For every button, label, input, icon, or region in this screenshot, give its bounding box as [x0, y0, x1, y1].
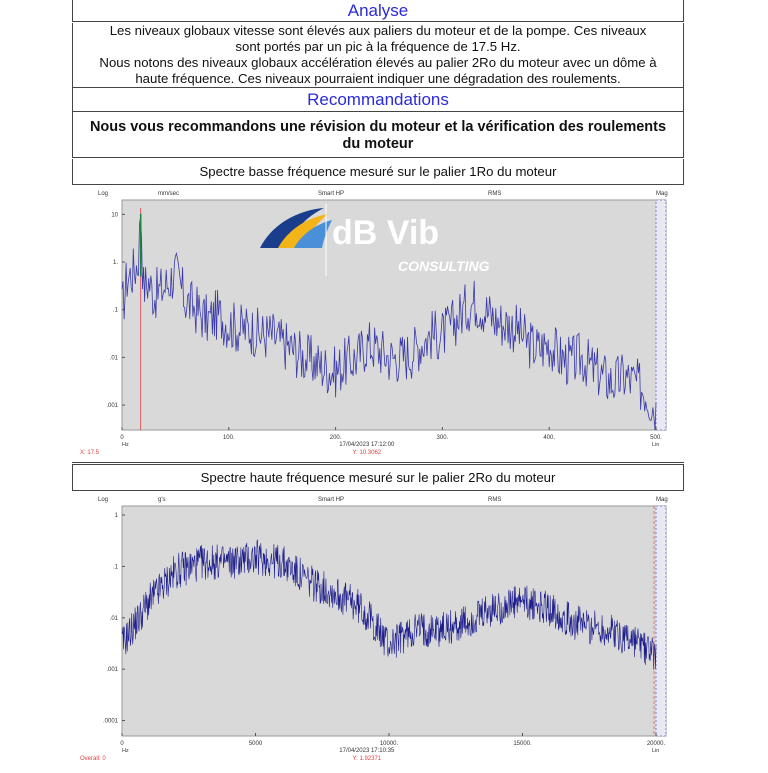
- x-tick-label: 500.: [650, 435, 662, 441]
- x-scale-label: Lin: [652, 748, 659, 754]
- analysis-line-4: haute fréquence. Ces niveaux pourraient …: [135, 71, 621, 86]
- chart2-container: Log g's Smart HP RMS Mag 1 .1 .01 .001 .0001 0 5000…: [78, 492, 682, 768]
- recommendation-text: Nous vous recommandons une révision du m…: [72, 112, 684, 158]
- low-frequency-spectrum-chart: Log mm/sec Smart HP RMS Mag 10 1. .1 .01 .001 0 100…: [80, 191, 668, 456]
- end-band: [655, 505, 667, 737]
- x-tick-label: 10000.: [380, 741, 399, 747]
- recommendation-line-2: du moteur: [342, 136, 414, 152]
- y-tick-label: .001: [106, 403, 118, 409]
- analyse-heading: Analyse: [72, 0, 684, 22]
- measurement-date: 17/04/2023 17:12:00: [339, 442, 395, 448]
- y-tick-label: .01: [110, 616, 119, 622]
- header-mag: Mag: [656, 497, 668, 503]
- x-tick-label: 15000.: [513, 741, 532, 747]
- divider: [72, 462, 684, 463]
- cursor-x-readout: X: 17.5: [80, 450, 100, 456]
- plot-area: [121, 505, 667, 737]
- cursor-y-readout: Y: 10.3062: [352, 450, 381, 456]
- logo-tagline: CONSULTING: [398, 258, 490, 274]
- logo-name: dB Vib: [332, 214, 439, 252]
- header-scale: Log: [98, 191, 108, 197]
- x-tick-label: 300.: [437, 435, 449, 441]
- cursor-y-readout: Y: 1.92371: [352, 756, 381, 762]
- recommendation-line-1: Nous vous recommandons une révision du m…: [89, 119, 667, 135]
- y-tick-label: .001: [106, 667, 118, 673]
- x-unit-label: Hz: [122, 748, 129, 754]
- recommendations-heading: Recommandations: [72, 87, 684, 112]
- x-tick-label: 5000: [249, 741, 263, 747]
- y-tick-label: 10: [111, 212, 118, 218]
- header-scale: Log: [98, 497, 108, 503]
- y-tick-label: .1: [113, 308, 119, 314]
- x-tick-label: 100.: [223, 435, 235, 441]
- header-unit: mm/sec: [158, 191, 179, 197]
- analysis-line-3: Nous notons des niveaux globaux accéléra…: [99, 55, 657, 70]
- analysis-line-1: Les niveaux globaux vitesse sont élevés …: [109, 23, 647, 38]
- analysis-line-2: sont portés par un pic à la fréquence de…: [235, 39, 521, 54]
- header-mode-name: Smart HP: [318, 497, 344, 503]
- header-mode: RMS: [488, 497, 501, 503]
- dbvib-logo-mark: dB Vib CONSULTING: [260, 204, 490, 276]
- high-frequency-spectrum-chart: Log g's Smart HP RMS Mag 1 .1 .01 .001 .0001 0 5000…: [80, 497, 668, 762]
- x-unit-label: Hz: [122, 442, 129, 448]
- end-band: [655, 199, 667, 431]
- y-tick-label: 1: [115, 513, 119, 519]
- analysis-text: Les niveaux globaux vitesse sont élevés …: [72, 23, 684, 87]
- x-tick-label: 0: [120, 741, 124, 747]
- x-tick-label: 0: [120, 435, 124, 441]
- x-tick-label: 400.: [543, 435, 555, 441]
- chart1-caption: Spectre basse fréquence mesuré sur le pa…: [72, 159, 684, 185]
- cursor-x-readout: Overall: 0: [80, 756, 106, 762]
- x-tick-label: 20000.: [647, 741, 666, 747]
- chart1-container: Log mm/sec Smart HP RMS Mag 10 1. .1 .01 .001 0 100…: [78, 186, 682, 462]
- header-mode: RMS: [488, 191, 501, 197]
- y-tick-label: .01: [110, 355, 119, 361]
- dbvib-logo: dB Vib CONSULTING: [258, 204, 498, 278]
- x-tick-label: 200.: [330, 435, 342, 441]
- measurement-date: 17/04/2023 17:10:35: [339, 748, 395, 754]
- y-tick-label: .0001: [103, 719, 119, 725]
- y-tick-label: 1.: [113, 260, 118, 266]
- x-scale-label: Lin: [652, 442, 659, 448]
- spectrum-trace: [121, 217, 657, 431]
- header-unit: g's: [158, 497, 165, 503]
- spectrum-trace: [121, 539, 657, 670]
- header-mode-name: Smart HP: [318, 191, 344, 197]
- y-tick-label: .1: [113, 564, 119, 570]
- chart2-caption: Spectre haute fréquence mesuré sur le pa…: [72, 464, 684, 491]
- header-mag: Mag: [656, 191, 668, 197]
